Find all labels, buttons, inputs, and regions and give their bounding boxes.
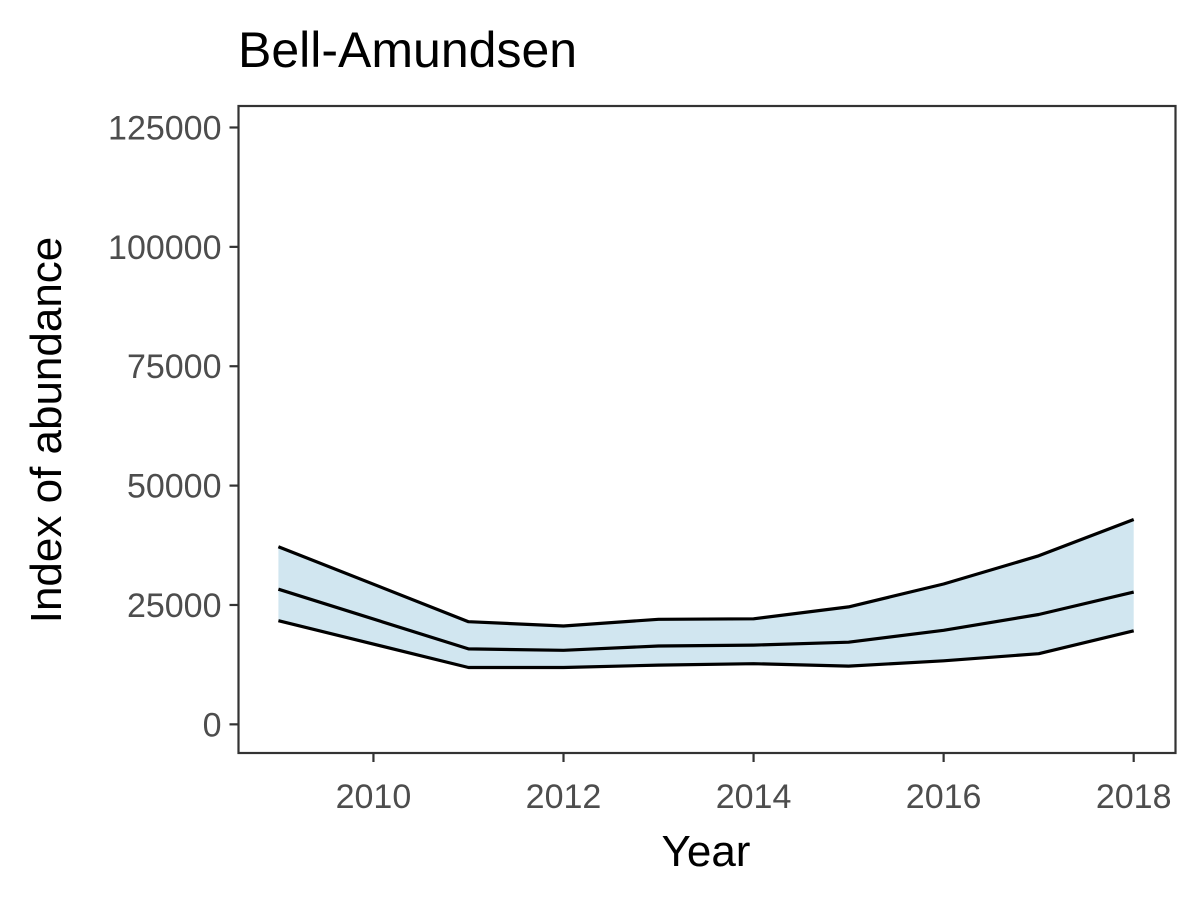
y-tick-label: 125000	[108, 109, 221, 147]
x-tick-label: 2018	[1096, 778, 1172, 816]
y-tick-label: 25000	[127, 587, 222, 625]
plot-panel-border	[237, 104, 1177, 755]
x-tick-label: 2010	[336, 778, 412, 816]
estimate-line	[277, 587, 1135, 652]
y-axis-title: Index of abundance	[22, 237, 71, 624]
upper-bound-line	[277, 518, 1135, 628]
x-axis-title: Year	[662, 827, 751, 876]
x-tick-label: 2016	[906, 778, 982, 816]
x-axis: 2010 2012 2014 2016 2018	[336, 753, 1172, 816]
plot-area	[277, 518, 1135, 670]
chart-title: Bell-Amundsen	[238, 22, 577, 78]
y-axis: 0 25000 50000 75000 100000 125000	[108, 109, 239, 744]
confidence-band	[278, 519, 1134, 668]
x-tick-label: 2012	[526, 778, 602, 816]
x-tick-label: 2014	[716, 778, 792, 816]
y-tick-label: 50000	[127, 468, 222, 506]
y-tick-label: 0	[203, 706, 222, 744]
lower-bound-line	[278, 619, 1135, 670]
y-tick-label: 100000	[108, 229, 221, 267]
y-tick-label: 75000	[127, 348, 222, 386]
